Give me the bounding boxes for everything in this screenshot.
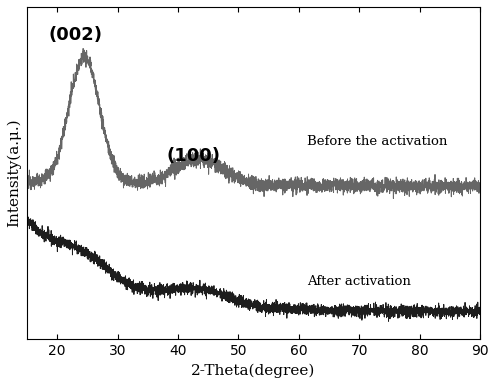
Text: (002): (002) bbox=[48, 26, 102, 44]
Y-axis label: Intensity(a.μ.): Intensity(a.μ.) bbox=[7, 119, 21, 228]
Text: Before the activation: Before the activation bbox=[308, 136, 448, 149]
X-axis label: 2-Theta(degree): 2-Theta(degree) bbox=[191, 364, 316, 378]
Text: After activation: After activation bbox=[308, 275, 411, 288]
Text: (100): (100) bbox=[166, 147, 220, 165]
